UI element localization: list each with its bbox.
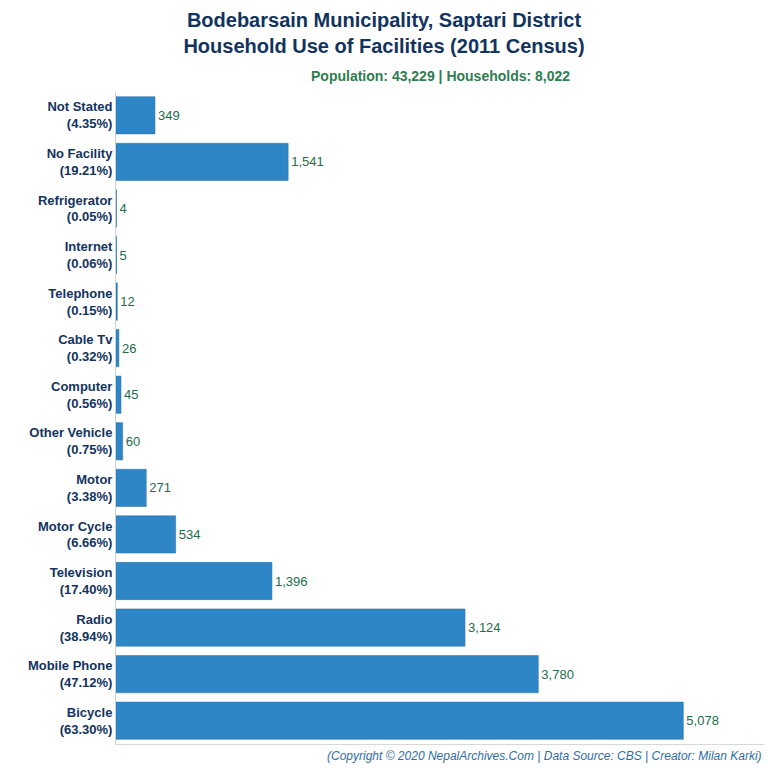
svg-text:534: 534 [179, 527, 201, 542]
svg-text:271: 271 [149, 480, 171, 495]
svg-text:Motor(3.38%): Motor(3.38%) [67, 472, 113, 504]
svg-text:26: 26 [122, 341, 136, 356]
svg-text:Mobile Phone(47.12%): Mobile Phone(47.12%) [28, 658, 113, 690]
svg-text:Bodebarsain Municipality, Sapt: Bodebarsain Municipality, Saptari Distri… [183, 9, 584, 57]
svg-text:Not Stated(4.35%): Not Stated(4.35%) [47, 99, 112, 131]
svg-text:No Facility(19.21%): No Facility(19.21%) [47, 146, 114, 178]
svg-text:12: 12 [120, 294, 134, 309]
svg-text:Refrigerator(0.05%): Refrigerator(0.05%) [38, 193, 112, 225]
svg-text:3,124: 3,124 [468, 620, 501, 635]
svg-text:45: 45 [124, 387, 138, 402]
svg-text:Other Vehicle(0.75%): Other Vehicle(0.75%) [29, 425, 112, 457]
svg-text:Internet(0.06%): Internet(0.06%) [65, 239, 113, 271]
svg-text:349: 349 [158, 108, 180, 123]
svg-text:Television(17.40%): Television(17.40%) [50, 565, 113, 597]
svg-text:5,078: 5,078 [686, 713, 719, 728]
svg-text:Motor Cycle(6.66%): Motor Cycle(6.66%) [38, 519, 112, 551]
svg-text:1,396: 1,396 [275, 574, 308, 589]
svg-text:3,780: 3,780 [541, 667, 574, 682]
svg-text:Telephone(0.15%): Telephone(0.15%) [48, 286, 112, 318]
svg-text:1,541: 1,541 [291, 154, 324, 169]
svg-text:Cable Tv(0.32%): Cable Tv(0.32%) [58, 332, 113, 364]
svg-text:Population: 43,229 | Household: Population: 43,229 | Households: 8,022 [311, 68, 570, 84]
svg-text:Radio(38.94%): Radio(38.94%) [60, 612, 113, 644]
svg-text:Bicycle(63.30%): Bicycle(63.30%) [60, 705, 113, 737]
svg-text:60: 60 [126, 434, 140, 449]
svg-text:5: 5 [120, 248, 127, 263]
svg-text:(Copyright © 2020 NepalArchive: (Copyright © 2020 NepalArchives.Com | Da… [327, 749, 762, 763]
svg-text:Computer(0.56%): Computer(0.56%) [51, 379, 112, 411]
svg-text:4: 4 [119, 201, 126, 216]
